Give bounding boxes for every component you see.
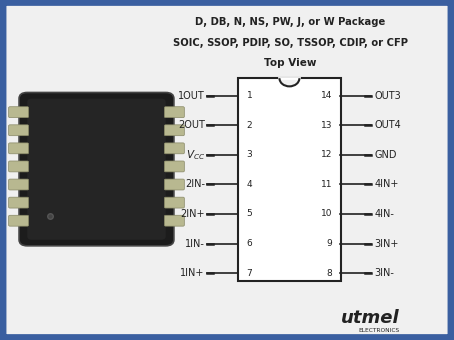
FancyBboxPatch shape: [164, 215, 184, 226]
Text: OUT4: OUT4: [374, 120, 401, 131]
FancyBboxPatch shape: [164, 179, 184, 190]
Text: ELECTRONICS: ELECTRONICS: [359, 328, 400, 333]
Text: OUT3: OUT3: [374, 91, 401, 101]
Text: D, DB, N, NS, PW, J, or W Package: D, DB, N, NS, PW, J, or W Package: [195, 17, 386, 27]
Text: 3IN+: 3IN+: [374, 239, 399, 249]
Text: 1: 1: [247, 91, 252, 100]
FancyBboxPatch shape: [164, 125, 184, 136]
Text: 1IN-: 1IN-: [185, 239, 205, 249]
FancyBboxPatch shape: [9, 125, 29, 136]
Text: 4IN+: 4IN+: [374, 180, 399, 189]
Text: 4: 4: [247, 180, 252, 189]
Bar: [238, 78, 340, 280]
Text: utmel: utmel: [340, 309, 400, 327]
Text: 6: 6: [247, 239, 252, 248]
FancyBboxPatch shape: [164, 197, 184, 208]
Text: 1IN+: 1IN+: [180, 268, 205, 278]
FancyBboxPatch shape: [9, 107, 29, 118]
Text: 2IN+: 2IN+: [180, 209, 205, 219]
Text: 12: 12: [321, 150, 332, 159]
Text: GND: GND: [374, 150, 397, 160]
Text: 5: 5: [247, 209, 252, 219]
Text: 3IN-: 3IN-: [374, 268, 394, 278]
Text: 2: 2: [247, 121, 252, 130]
FancyBboxPatch shape: [164, 107, 184, 118]
FancyBboxPatch shape: [2, 2, 452, 338]
Text: 3: 3: [247, 150, 252, 159]
Text: 7: 7: [247, 269, 252, 277]
Text: 10: 10: [321, 209, 332, 219]
FancyBboxPatch shape: [9, 179, 29, 190]
Text: 1OUT: 1OUT: [178, 91, 205, 101]
FancyBboxPatch shape: [164, 161, 184, 172]
FancyBboxPatch shape: [164, 143, 184, 154]
FancyBboxPatch shape: [27, 99, 166, 240]
Text: $V_{CC}$: $V_{CC}$: [186, 148, 205, 162]
Text: 8: 8: [326, 269, 332, 277]
FancyBboxPatch shape: [9, 143, 29, 154]
Wedge shape: [280, 78, 300, 86]
Text: 14: 14: [321, 91, 332, 100]
Text: 2OUT: 2OUT: [178, 120, 205, 131]
Text: 2IN-: 2IN-: [185, 180, 205, 189]
Text: 9: 9: [326, 239, 332, 248]
FancyBboxPatch shape: [19, 92, 174, 246]
Text: SOIC, SSOP, PDIP, SO, TSSOP, CDIP, or CFP: SOIC, SSOP, PDIP, SO, TSSOP, CDIP, or CF…: [173, 37, 408, 48]
FancyBboxPatch shape: [9, 215, 29, 226]
FancyBboxPatch shape: [9, 197, 29, 208]
Text: 11: 11: [321, 180, 332, 189]
FancyBboxPatch shape: [9, 161, 29, 172]
Text: 4IN-: 4IN-: [374, 209, 394, 219]
Text: 13: 13: [321, 121, 332, 130]
Text: Top View: Top View: [264, 58, 317, 68]
